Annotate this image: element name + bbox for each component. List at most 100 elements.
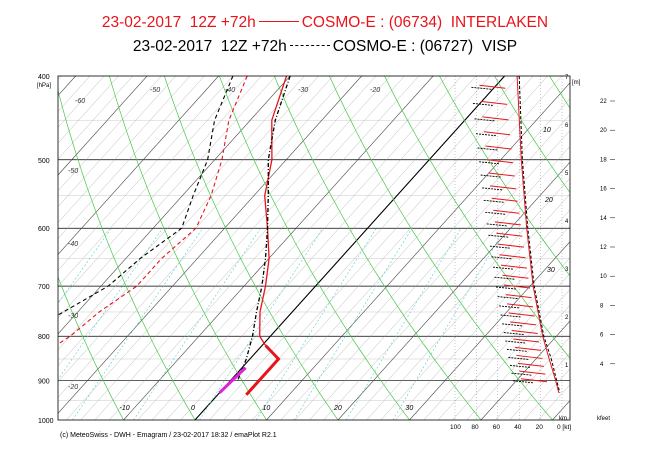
wind-barb-interlaken xyxy=(519,370,546,375)
dry-adiabat-line xyxy=(384,76,570,359)
isotherm-line xyxy=(58,76,276,319)
mixing-ratio-line xyxy=(58,228,163,381)
wind-barb-interlaken xyxy=(493,209,520,214)
wind-barb-interlaken xyxy=(508,312,535,317)
mixing-ratio-line xyxy=(0,228,37,420)
temperature-tick-label: -10 xyxy=(120,405,130,412)
wind-barb-interlaken xyxy=(520,378,548,383)
isotherm-line xyxy=(480,320,570,420)
mixing-ratio-line xyxy=(133,228,261,420)
dry-adiabat-line xyxy=(494,76,570,194)
wind-barb-interlaken xyxy=(487,159,514,164)
height-kfeet-tick-label: 18 xyxy=(600,157,607,163)
wind-barb-visp xyxy=(483,199,504,203)
isotherm-line xyxy=(352,177,570,420)
mixing-ratio-line xyxy=(392,228,506,420)
wind-barb-interlaken xyxy=(500,264,528,269)
wind-barb-visp xyxy=(502,323,523,327)
isotherm-line xyxy=(58,76,76,97)
wind-barb-visp xyxy=(500,314,521,318)
mixing-ratio-line xyxy=(345,228,462,420)
wind-axis-tick-label: 80 xyxy=(471,424,479,431)
height-kfeet-tick-label: 4 xyxy=(600,362,604,368)
height-kfeet-tick-label: 6 xyxy=(600,333,604,339)
wind-barb-visp xyxy=(511,372,532,376)
mixing-ratio-line xyxy=(72,228,204,420)
isotherm-line xyxy=(58,76,305,351)
isotherm-label: -40 xyxy=(68,241,78,248)
plot-frame xyxy=(57,75,571,421)
wind-barb-visp xyxy=(477,147,498,151)
isotherm-line xyxy=(423,257,570,420)
height-km-tick-label: 5 xyxy=(565,171,569,177)
wind-barb-visp xyxy=(512,380,534,384)
isotherm-label: -30 xyxy=(68,313,78,320)
isotherm-line xyxy=(237,76,548,420)
wind-barb-visp xyxy=(491,256,512,260)
isotherm-line xyxy=(58,76,248,287)
wind-barb-visp xyxy=(492,266,514,270)
dry-adiabat-line xyxy=(219,76,410,420)
mixing-ratio-line xyxy=(58,228,112,305)
isotherm-line xyxy=(610,76,650,420)
surface-marker-1 xyxy=(218,366,247,394)
isotherm-line xyxy=(58,76,234,271)
right-panel-label: 20 xyxy=(544,197,553,204)
wind-barb-visp xyxy=(509,364,530,368)
dry-adiabat-line xyxy=(58,88,196,420)
dry-adiabat-line xyxy=(109,76,267,420)
right-panel-label: 30 xyxy=(547,267,555,274)
isotherm-line xyxy=(58,76,62,80)
profile-layer xyxy=(58,76,561,396)
height-km-tick-label: 3 xyxy=(565,267,569,273)
wind-barb-visp xyxy=(508,356,529,360)
wind-barb-visp xyxy=(474,118,495,122)
wind-barb-interlaken xyxy=(513,338,540,343)
height-km-tick-label: 2 xyxy=(565,315,569,321)
temperature-tick-label: 20 xyxy=(333,405,342,412)
isotherm-zero-line xyxy=(194,76,506,420)
isotherm-label: -20 xyxy=(68,384,78,391)
isotherm-line xyxy=(624,76,650,420)
isotherm-line xyxy=(0,76,33,420)
isotherm-line xyxy=(337,161,570,420)
isotherm-line xyxy=(0,76,47,420)
isotherm-label: -40 xyxy=(225,87,235,94)
wind-barb-visp xyxy=(499,305,520,309)
wind-barb-interlaken xyxy=(496,232,523,237)
wind-barb-interlaken xyxy=(482,116,509,121)
isotherm-line xyxy=(137,76,448,420)
wind-barb-interlaken xyxy=(499,254,526,259)
dry-adiabat-line xyxy=(0,76,52,420)
height-kfeet-tick-label: 10 xyxy=(600,274,607,280)
wind-barb-interlaken xyxy=(491,197,518,202)
isotherm-line xyxy=(58,76,148,176)
isotherm-label: -50 xyxy=(68,168,78,175)
isotherm-line xyxy=(58,76,191,223)
pressure-tick-label: 900 xyxy=(38,378,50,385)
wind-barb-interlaken xyxy=(483,131,511,136)
height-kfeet-tick-label: 20 xyxy=(600,128,607,134)
wind-speed-line-visp xyxy=(518,76,561,393)
isotherm-label: -20 xyxy=(370,87,380,94)
wind-barb-interlaken xyxy=(494,221,521,226)
isotherm-line xyxy=(66,76,377,420)
pressure-tick-label: 1000 xyxy=(38,418,54,425)
chart-title-visp: 23-02-2017 12Z +72h COSMO-E : (06727) VIS… xyxy=(0,38,650,56)
wind-axis-tick-label: 60 xyxy=(493,424,501,431)
isotherm-line xyxy=(58,76,262,303)
pressure-tick-label: 700 xyxy=(38,284,50,291)
wind-barb-interlaken xyxy=(502,274,529,279)
wind-barb-interlaken xyxy=(510,321,537,326)
legend-line-visp xyxy=(289,45,330,47)
isotherm-line xyxy=(409,241,570,420)
wind-axis-tick-label: 20 xyxy=(536,424,544,431)
wind-barb-visp xyxy=(472,102,493,106)
wind-barb-visp xyxy=(482,187,503,191)
wind-barb-visp xyxy=(505,340,526,344)
wind-barb-visp xyxy=(485,211,506,215)
wind-barb-interlaken xyxy=(488,172,515,177)
isotherm-label: -60 xyxy=(75,98,85,105)
temperature-tick-label: 0 xyxy=(191,405,195,412)
isotherm-line xyxy=(294,114,570,420)
